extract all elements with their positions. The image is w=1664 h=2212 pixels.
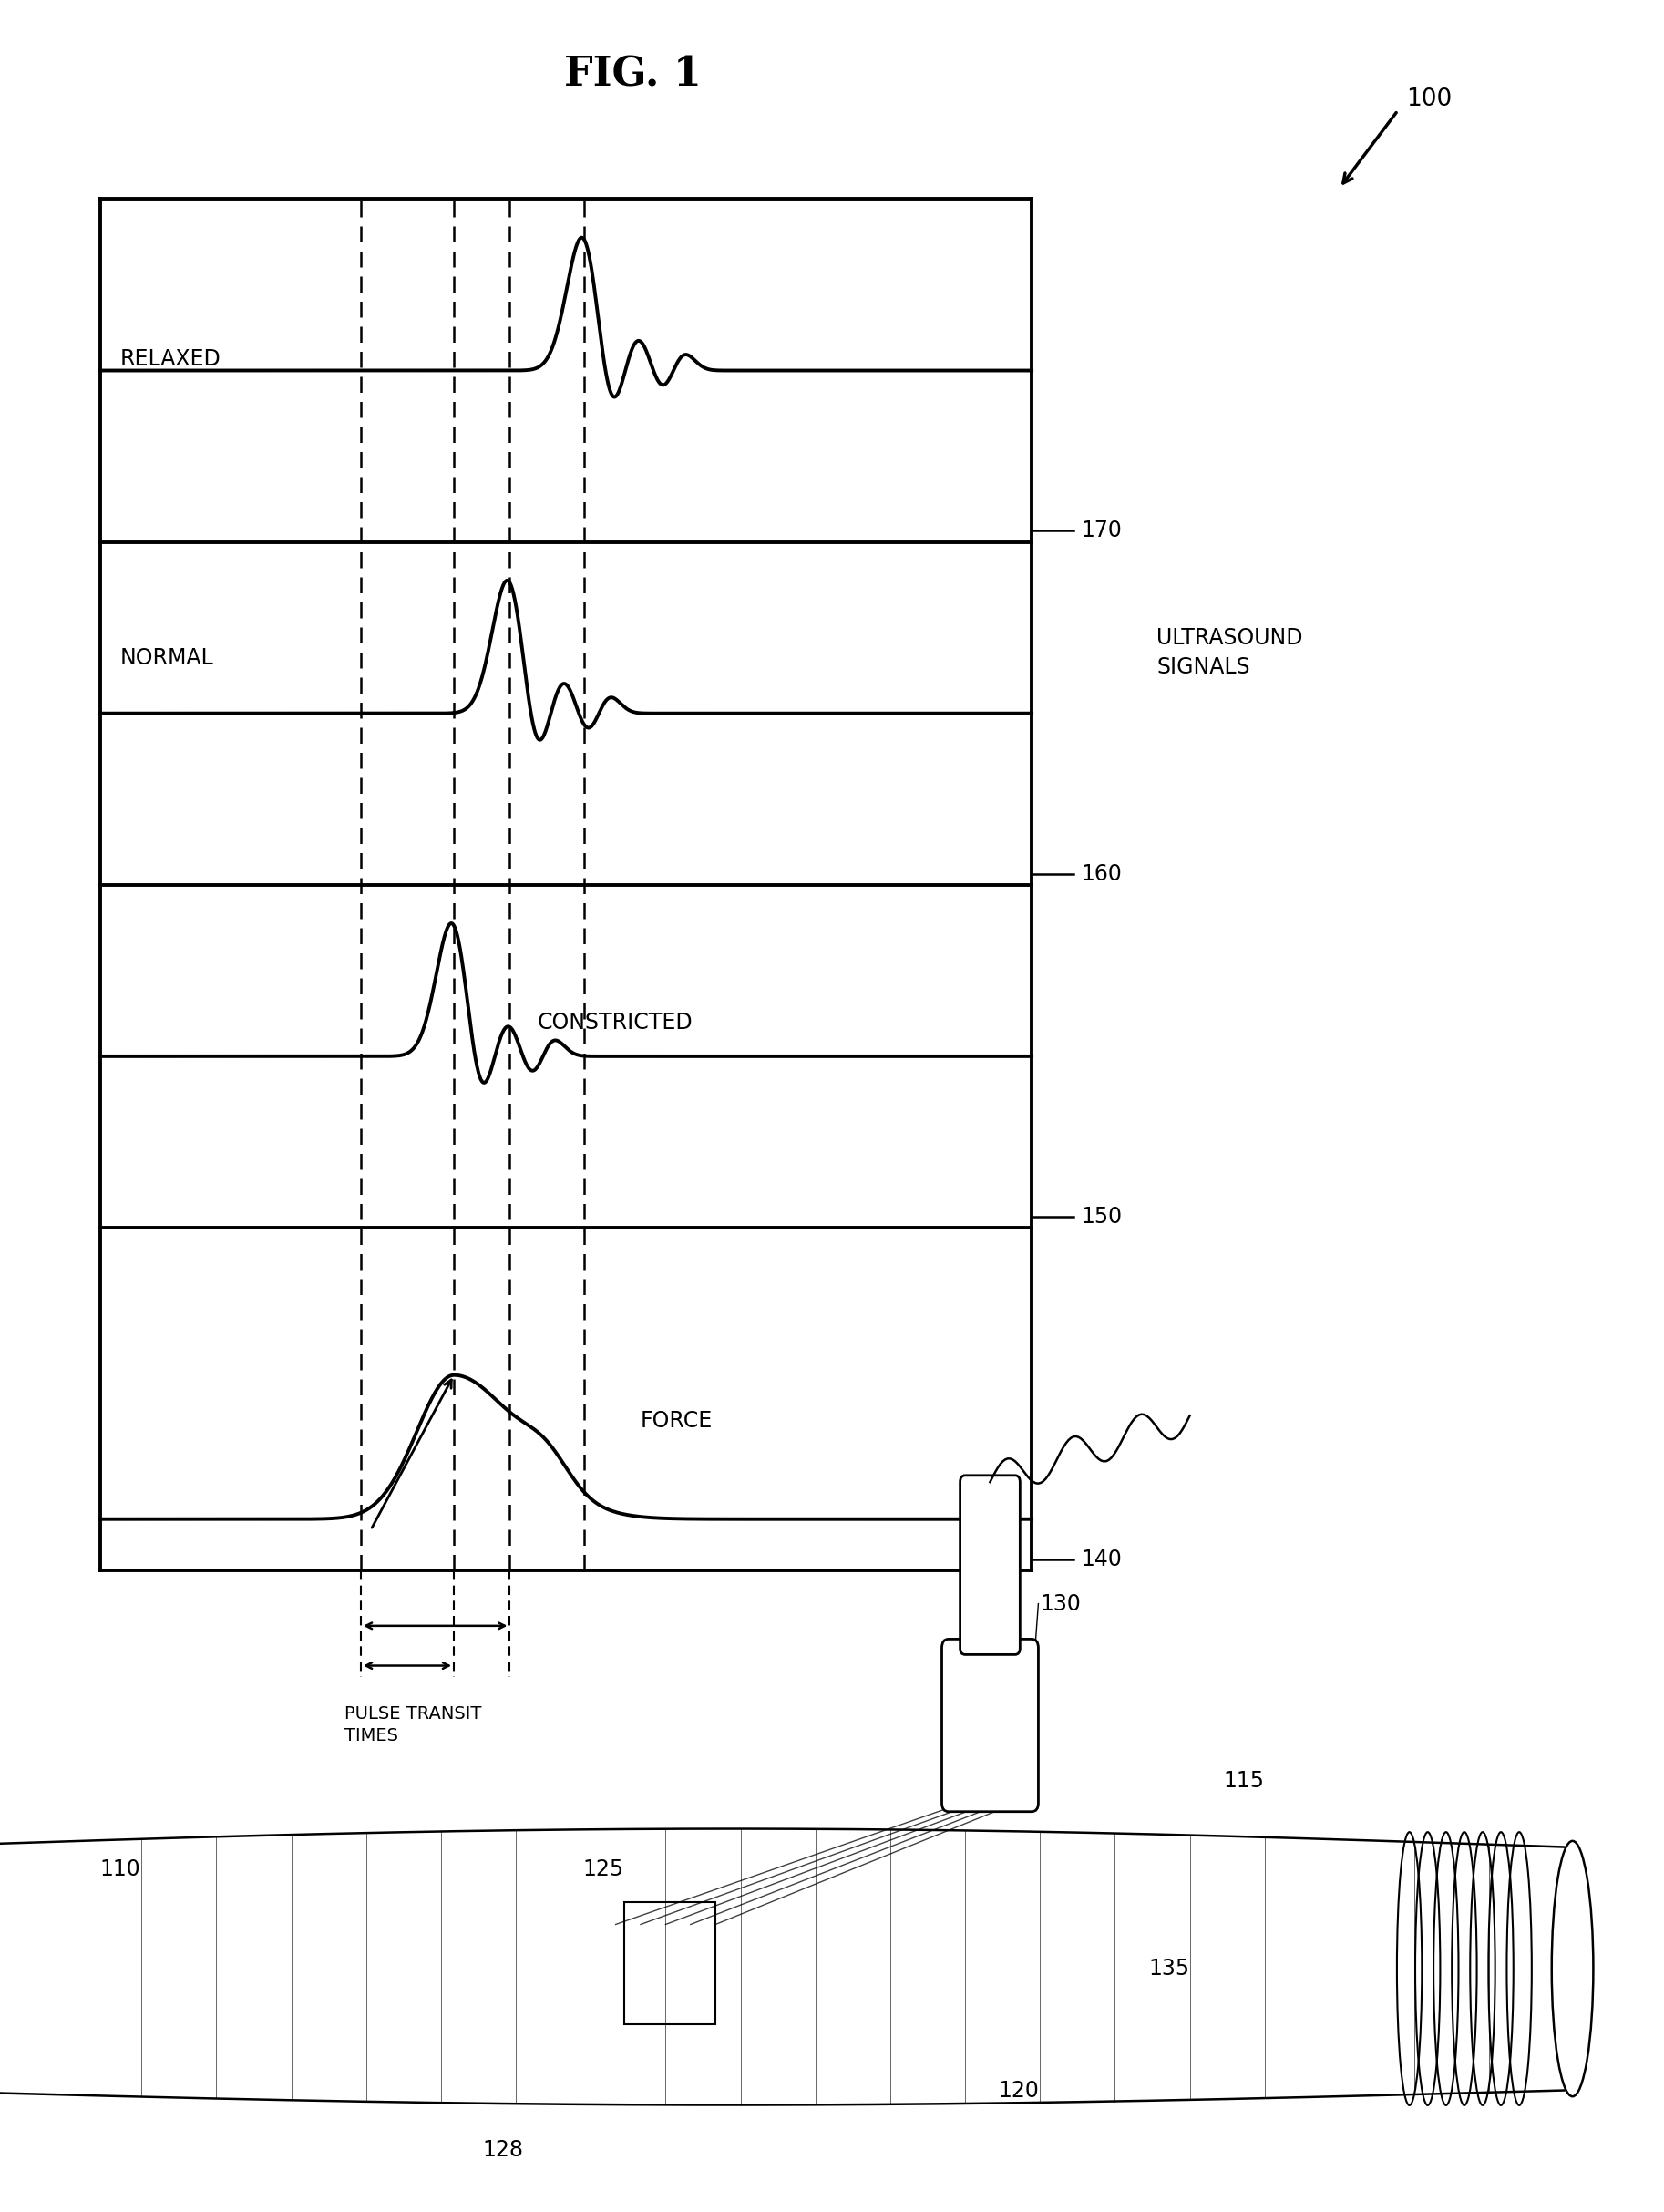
FancyBboxPatch shape	[942, 1639, 1038, 1812]
Ellipse shape	[1551, 1840, 1592, 2097]
Text: 135: 135	[1148, 1958, 1190, 1980]
Text: 150: 150	[1082, 1206, 1123, 1228]
Text: 170: 170	[1082, 520, 1123, 542]
Text: PULSE TRANSIT
TIMES: PULSE TRANSIT TIMES	[344, 1705, 481, 1745]
Text: 115: 115	[1223, 1770, 1265, 1792]
Text: FORCE: FORCE	[641, 1411, 712, 1431]
Text: 110: 110	[100, 1858, 141, 1880]
Text: 125: 125	[582, 1858, 624, 1880]
Bar	[624, 1902, 716, 2024]
Text: FIG. 1: FIG. 1	[564, 55, 701, 95]
Text: CONSTRICTED: CONSTRICTED	[537, 1013, 692, 1033]
Text: 140: 140	[1082, 1548, 1123, 1571]
Text: 100: 100	[1406, 88, 1453, 111]
Text: 160: 160	[1082, 863, 1123, 885]
Text: NORMAL: NORMAL	[120, 648, 213, 668]
Text: 130: 130	[1040, 1593, 1082, 1615]
Text: 128: 128	[483, 2139, 524, 2161]
Text: RELAXED: RELAXED	[120, 349, 221, 369]
Text: ULTRASOUND
SIGNALS: ULTRASOUND SIGNALS	[1156, 628, 1303, 677]
Text: 120: 120	[998, 2079, 1040, 2101]
FancyBboxPatch shape	[960, 1475, 1020, 1655]
